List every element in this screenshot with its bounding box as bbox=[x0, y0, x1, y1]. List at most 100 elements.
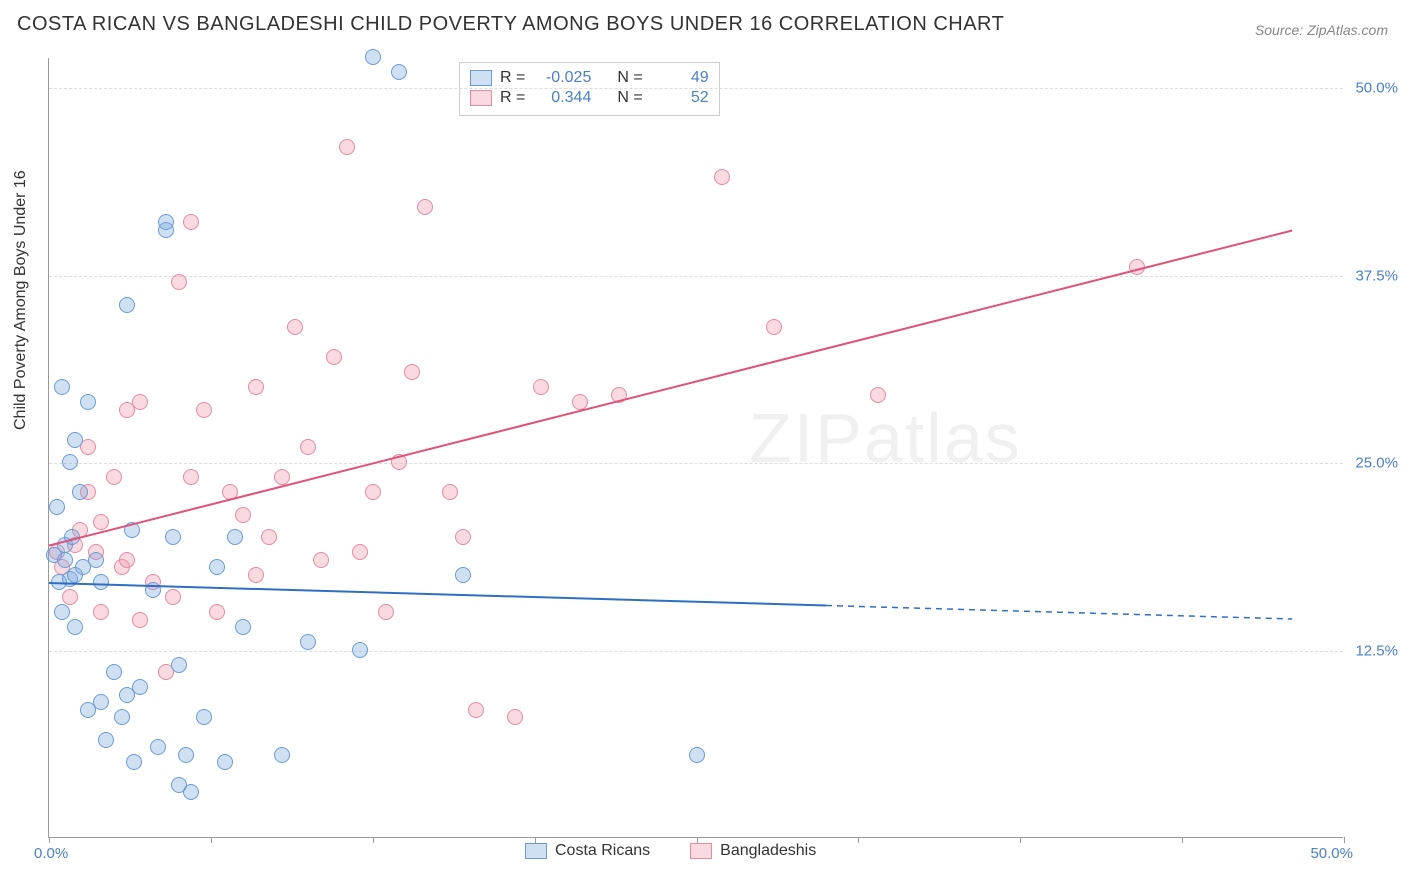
data-point bbox=[468, 702, 484, 718]
data-point bbox=[88, 552, 104, 568]
data-point bbox=[93, 694, 109, 710]
data-point bbox=[300, 439, 316, 455]
data-point bbox=[49, 499, 65, 515]
legend-label-bangladeshi: Bangladeshis bbox=[720, 842, 816, 860]
y-tick-label: 50.0% bbox=[1355, 80, 1398, 97]
gridline bbox=[49, 88, 1343, 89]
data-point bbox=[132, 612, 148, 628]
x-origin-label: 0.0% bbox=[34, 845, 68, 862]
swatch-costa-rican bbox=[470, 70, 492, 86]
data-point bbox=[442, 484, 458, 500]
data-point bbox=[248, 567, 264, 583]
y-tick-label: 12.5% bbox=[1355, 642, 1398, 659]
data-point bbox=[171, 274, 187, 290]
data-point bbox=[54, 604, 70, 620]
data-point bbox=[62, 454, 78, 470]
data-point bbox=[378, 604, 394, 620]
x-end-label: 50.0% bbox=[1310, 845, 1353, 862]
legend-swatch-bangladeshi bbox=[690, 843, 712, 859]
data-point bbox=[1129, 259, 1145, 275]
source-label: Source: ZipAtlas.com bbox=[1255, 22, 1388, 38]
data-point bbox=[171, 657, 187, 673]
gridline bbox=[49, 276, 1343, 277]
data-point bbox=[165, 529, 181, 545]
data-point bbox=[326, 349, 342, 365]
data-point bbox=[261, 529, 277, 545]
data-point bbox=[98, 732, 114, 748]
data-point bbox=[339, 139, 355, 155]
r-value-bangladeshi: 0.344 bbox=[533, 89, 591, 107]
data-point bbox=[119, 297, 135, 313]
r-value-costa-rican: -0.025 bbox=[533, 69, 591, 87]
legend-item-bangladeshi: Bangladeshis bbox=[690, 842, 816, 860]
data-point bbox=[235, 507, 251, 523]
data-point bbox=[365, 484, 381, 500]
stats-row-costa-rican: R = -0.025 N = 49 bbox=[470, 69, 709, 87]
y-axis-label: Child Poverty Among Boys Under 16 bbox=[12, 170, 30, 430]
data-point bbox=[114, 709, 130, 725]
data-point bbox=[365, 49, 381, 65]
stats-legend: R = -0.025 N = 49 R = 0.344 N = 52 bbox=[459, 62, 720, 116]
data-point bbox=[72, 484, 88, 500]
data-point bbox=[417, 199, 433, 215]
data-point bbox=[391, 454, 407, 470]
data-point bbox=[93, 604, 109, 620]
y-tick-label: 25.0% bbox=[1355, 455, 1398, 472]
stats-row-bangladeshi: R = 0.344 N = 52 bbox=[470, 89, 709, 107]
y-tick-label: 37.5% bbox=[1355, 267, 1398, 284]
data-point bbox=[274, 747, 290, 763]
gridline bbox=[49, 651, 1343, 652]
data-point bbox=[119, 552, 135, 568]
data-point bbox=[106, 469, 122, 485]
x-tick bbox=[1344, 837, 1345, 843]
n-value-bangladeshi: 52 bbox=[651, 89, 709, 107]
data-point bbox=[158, 214, 174, 230]
data-point bbox=[209, 559, 225, 575]
legend-swatch-costa-rican bbox=[525, 843, 547, 859]
data-point bbox=[93, 574, 109, 590]
regression-lines bbox=[49, 58, 1344, 838]
data-point bbox=[870, 387, 886, 403]
data-point bbox=[274, 469, 290, 485]
swatch-bangladeshi bbox=[470, 90, 492, 106]
data-point bbox=[178, 747, 194, 763]
data-point bbox=[67, 432, 83, 448]
n-value-costa-rican: 49 bbox=[651, 69, 709, 87]
watermark: ZIPatlas bbox=[749, 398, 1022, 478]
data-point bbox=[455, 529, 471, 545]
legend: Costa Ricans Bangladeshis bbox=[525, 842, 816, 860]
data-point bbox=[183, 214, 199, 230]
gridline bbox=[49, 463, 1343, 464]
data-point bbox=[222, 484, 238, 500]
x-tick bbox=[1020, 837, 1021, 843]
data-point bbox=[124, 522, 140, 538]
data-point bbox=[67, 619, 83, 635]
data-point bbox=[80, 394, 96, 410]
data-point bbox=[248, 379, 264, 395]
data-point bbox=[196, 709, 212, 725]
data-point bbox=[227, 529, 243, 545]
data-point bbox=[165, 589, 181, 605]
data-point bbox=[391, 64, 407, 80]
data-point bbox=[150, 739, 166, 755]
data-point bbox=[54, 379, 70, 395]
data-point bbox=[572, 394, 588, 410]
data-point bbox=[217, 754, 233, 770]
data-point bbox=[287, 319, 303, 335]
data-point bbox=[126, 754, 142, 770]
data-point bbox=[300, 634, 316, 650]
data-point bbox=[404, 364, 420, 380]
data-point bbox=[93, 514, 109, 530]
x-tick bbox=[211, 837, 212, 843]
x-tick bbox=[858, 837, 859, 843]
x-tick bbox=[1182, 837, 1183, 843]
data-point bbox=[689, 747, 705, 763]
x-tick bbox=[49, 837, 50, 843]
page-title: COSTA RICAN VS BANGLADESHI CHILD POVERTY… bbox=[17, 13, 1004, 36]
data-point bbox=[235, 619, 251, 635]
data-point bbox=[106, 664, 122, 680]
data-point bbox=[57, 552, 73, 568]
data-point bbox=[209, 604, 225, 620]
data-point bbox=[352, 642, 368, 658]
data-point bbox=[313, 552, 329, 568]
